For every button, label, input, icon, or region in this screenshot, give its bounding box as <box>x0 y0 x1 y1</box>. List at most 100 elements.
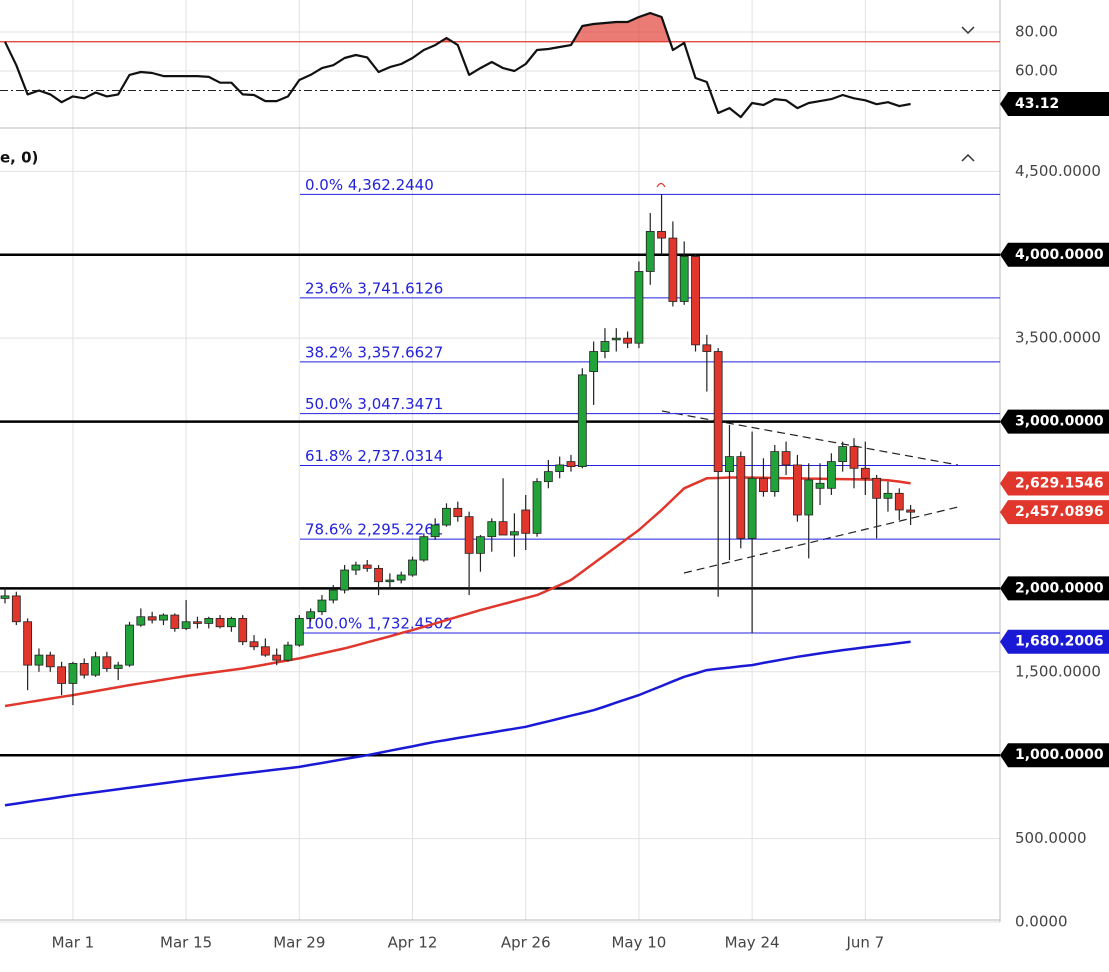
candle-body <box>498 521 508 536</box>
plot: Mar 1 Mar 15 Mar 29 Apr 12 Apr 26 May 10 May 2… <box>0 12 1109 952</box>
rsi-tag: 43.12 <box>1015 96 1059 112</box>
y-tick-label: 1,500.0000 <box>1015 662 1101 680</box>
ma-tag: 2,629.1546 <box>1015 475 1104 491</box>
x-tick-label: Mar 29 <box>273 934 325 952</box>
candle-body <box>736 456 746 539</box>
candle-body <box>634 271 644 344</box>
x-tick-label: Mar 15 <box>160 934 212 952</box>
candle-body <box>170 614 180 629</box>
candle-body <box>91 656 100 676</box>
candle-body <box>577 374 587 468</box>
candle-body <box>79 663 89 676</box>
fib-label: 61.8% 2,737.0314 <box>305 447 443 465</box>
level-tag: 4,000.0000 <box>1015 247 1104 263</box>
candle-body <box>691 256 700 346</box>
level-tag-bg <box>1000 743 1109 768</box>
candle-body <box>532 481 542 534</box>
candle-body <box>747 477 757 539</box>
rsi-tag-bg <box>1000 91 1109 116</box>
y-tick-label: 0.0000 <box>1015 913 1068 931</box>
candle-body <box>679 256 689 302</box>
candle-body <box>725 456 734 473</box>
price-tag-bg <box>1000 500 1109 525</box>
candle-body <box>11 595 21 623</box>
candle-body <box>713 351 723 473</box>
grid <box>0 0 1000 923</box>
candle-body <box>396 574 406 581</box>
candle-body <box>430 524 440 538</box>
level-tag-bg <box>1000 576 1109 601</box>
candle-body <box>238 618 248 643</box>
ma-tag-bg <box>1000 471 1109 496</box>
candle-body <box>102 656 112 669</box>
candle-body <box>340 569 350 591</box>
x-tick-label: Mar 1 <box>52 934 95 952</box>
overbought-fill <box>440 13 671 42</box>
candle-body <box>611 337 621 341</box>
x-tick-label: Apr 12 <box>388 934 438 952</box>
candle-body <box>294 618 304 646</box>
candle-body <box>702 344 712 352</box>
candle-body <box>204 618 214 624</box>
candle-body <box>566 461 576 468</box>
moving-average <box>4 476 911 708</box>
candle-body <box>826 461 836 489</box>
candle-body <box>260 646 270 656</box>
candle-body <box>419 536 429 561</box>
level-tag: 2,000.0000 <box>1015 580 1104 596</box>
candle-body <box>849 446 859 469</box>
candle-body <box>464 516 474 554</box>
fib-label: 38.2% 3,357.6627 <box>305 343 443 361</box>
collapse-button[interactable] <box>961 153 975 162</box>
trendline <box>661 410 959 466</box>
fib-label: 0.0% 4,362.2440 <box>305 176 434 194</box>
candle-body <box>883 492 893 499</box>
candle-body <box>453 507 463 518</box>
candle-body <box>215 618 225 628</box>
candle-body <box>781 451 791 466</box>
x-tick-label: May 10 <box>611 934 666 952</box>
peak-marker <box>656 182 666 188</box>
candle-body <box>509 531 519 536</box>
y-tick-label: 60.00 <box>1015 62 1058 80</box>
candle-body <box>521 509 531 534</box>
candle-body <box>159 614 168 621</box>
price-tag: 2,457.0896 <box>1015 504 1104 520</box>
candle-body <box>57 666 66 684</box>
candle-body <box>193 621 202 624</box>
x-tick-label: May 24 <box>725 934 780 952</box>
level-tag-bg <box>1000 242 1109 267</box>
candle-body <box>543 471 553 483</box>
candle-body <box>657 231 666 239</box>
candle-body <box>759 477 768 493</box>
candle-body <box>860 467 870 479</box>
candle-body <box>793 464 802 516</box>
candle-body <box>362 564 372 569</box>
trendline <box>683 506 959 574</box>
candle-body <box>770 451 780 493</box>
collapse-button[interactable] <box>961 26 975 35</box>
candle-body <box>872 477 882 499</box>
candle-body <box>34 654 44 666</box>
candle-body <box>589 351 599 372</box>
candle-body <box>249 641 259 648</box>
level-tag: 1,000.0000 <box>1015 747 1104 763</box>
candle-body <box>668 237 678 302</box>
indicator-label: e, 0) <box>0 149 38 167</box>
rsi-line <box>4 12 911 119</box>
ma-tag: 1,680.2006 <box>1015 634 1104 650</box>
y-tick-label: 80.00 <box>1015 23 1058 41</box>
x-tick-label: Apr 26 <box>501 934 551 952</box>
candle-body <box>317 599 327 613</box>
candle-body <box>226 618 236 628</box>
y-tick-label: 4,500.0000 <box>1015 162 1101 180</box>
candle-body <box>894 492 904 511</box>
candle-body <box>623 337 632 344</box>
candle-body <box>906 509 915 513</box>
candle-body <box>136 616 146 626</box>
fib-label: 23.6% 3,741.6126 <box>305 279 443 297</box>
candle-body <box>23 621 33 666</box>
candle-body <box>815 482 825 489</box>
candle-body <box>804 479 814 516</box>
